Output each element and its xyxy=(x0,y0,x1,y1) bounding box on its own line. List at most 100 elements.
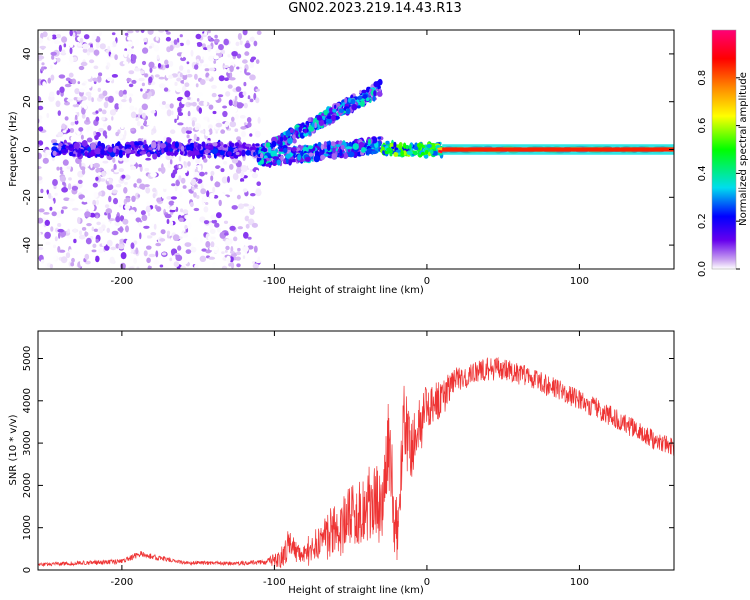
spectrogram-cell xyxy=(107,125,112,131)
spectrogram-cell xyxy=(124,204,131,210)
spectrogram-cell xyxy=(175,112,178,120)
spectrogram-cell xyxy=(51,34,57,40)
spectrogram-carrier-halo xyxy=(442,144,674,148)
spectrogram-cell xyxy=(138,55,143,62)
spectrogram-cell xyxy=(52,244,57,249)
spectrogram-cell xyxy=(62,159,69,166)
spectrogram-cell xyxy=(86,137,93,143)
spectrogram-cell xyxy=(140,30,145,34)
spectrogram-cell xyxy=(192,150,200,156)
spectrogram-cell xyxy=(239,115,246,119)
spectrogram-cell xyxy=(74,88,80,95)
spectrogram-cell xyxy=(168,74,174,79)
spectrogram-cell xyxy=(58,44,63,52)
spectrogram-cell xyxy=(45,149,51,155)
spectrogram-cell xyxy=(104,204,110,209)
spectrogram-cell xyxy=(138,77,145,82)
spectrogram-cell xyxy=(118,90,124,97)
spectrogram-cell xyxy=(187,110,191,118)
spectrogram-cell xyxy=(56,166,60,171)
spectrogram-cell xyxy=(77,97,82,101)
spectrogram-cell xyxy=(209,192,215,200)
snr-y-tick-label: 4000 xyxy=(22,388,33,413)
spectrogram-cell xyxy=(208,256,216,260)
spectrogram-cell xyxy=(169,159,173,165)
spectrogram-cell xyxy=(234,113,239,120)
spectrogram-cell xyxy=(112,236,120,241)
spectrogram-cell xyxy=(377,136,382,140)
spectrogram-cell xyxy=(143,120,147,126)
spectrogram-cell xyxy=(215,165,221,170)
spectrogram-cell xyxy=(93,131,96,136)
spectrogram-cell xyxy=(188,222,192,230)
spectrogram-cell xyxy=(115,183,122,188)
spectrogram-cell xyxy=(242,188,248,193)
spectrogram-cell xyxy=(231,205,238,210)
spectrogram-cell xyxy=(144,167,150,172)
spectrogram-cell xyxy=(265,142,271,148)
spectrogram-cell xyxy=(87,95,92,101)
spectrogram-cell xyxy=(50,40,55,44)
spectrogram-cell xyxy=(86,81,92,89)
spectrogram-cell xyxy=(84,253,90,260)
spectrogram-cell xyxy=(157,143,161,151)
spectrogram-cell xyxy=(114,169,119,173)
spectrogram-cell xyxy=(238,122,244,126)
spectrogram-cell xyxy=(163,87,169,92)
spectrogram-cell xyxy=(289,128,294,133)
spectrogram-cell xyxy=(201,49,206,55)
spectrogram-cell xyxy=(66,98,74,102)
spectrogram-cell xyxy=(142,93,148,100)
spectrogram-cell xyxy=(222,110,228,118)
spectrogram-cell xyxy=(143,88,147,92)
spectrogram-cell xyxy=(174,141,179,149)
snr-x-tick-label: -200 xyxy=(111,577,134,588)
spectrogram-cell xyxy=(140,210,146,216)
spectrogram-x-ticks: -200 -100 0 100 xyxy=(111,30,589,287)
spectrogram-cell xyxy=(228,30,235,34)
spectrogram-cell xyxy=(78,208,84,212)
spectrogram-cell xyxy=(219,150,225,156)
spectrogram-cell xyxy=(271,140,277,148)
spectrogram-cell xyxy=(91,97,94,103)
spectrogram-cell xyxy=(169,103,174,109)
spectrogram-cell xyxy=(52,179,58,186)
colorbar-frame xyxy=(711,29,737,270)
spectrogram-cell xyxy=(192,109,198,113)
spectrogram-cell xyxy=(123,94,127,100)
spectrogram-cell xyxy=(129,159,136,165)
spectrogram-x-axis-label: Height of straight line (km) xyxy=(288,285,424,296)
spectrogram-cell xyxy=(346,108,351,115)
spectrogram-cell xyxy=(188,102,195,106)
spectrogram-cell xyxy=(181,70,188,76)
spectrogram-cell xyxy=(247,245,254,250)
spectrogram-cell xyxy=(371,137,378,144)
spectrogram-cell xyxy=(174,118,177,124)
spectrogram-cell xyxy=(178,217,184,222)
spectrogram-cell xyxy=(124,181,128,185)
spectrogram-cell xyxy=(173,108,178,113)
spectrogram-cell xyxy=(169,257,173,262)
spectrogram-cell xyxy=(115,131,120,137)
spectrogram-cell xyxy=(166,230,171,236)
spectrogram-cell xyxy=(38,217,44,224)
spectrogram-cell xyxy=(44,219,50,226)
spectrogram-cell xyxy=(93,228,99,232)
spectrogram-cell xyxy=(74,251,80,255)
spectrogram-cell xyxy=(118,168,125,173)
spectrogram-cell xyxy=(114,103,120,110)
spectrogram-cell xyxy=(148,91,152,97)
spectrogram-cell xyxy=(49,206,53,211)
spectrogram-cell xyxy=(194,184,198,188)
colorbar-label: Normalized spectral amplitude xyxy=(738,72,749,226)
spectrogram-cell xyxy=(183,258,189,265)
spectrogram-cell xyxy=(182,185,187,189)
spectrogram-cell xyxy=(167,225,173,231)
spectrogram-cell xyxy=(216,212,222,219)
spectrogram-cell xyxy=(283,135,287,141)
spectrogram-cell xyxy=(164,59,169,66)
spectrogram-cell xyxy=(251,172,258,179)
spectrogram-cell xyxy=(210,175,214,182)
spectrogram-cell xyxy=(138,107,143,115)
spectrogram-cell xyxy=(430,149,434,155)
